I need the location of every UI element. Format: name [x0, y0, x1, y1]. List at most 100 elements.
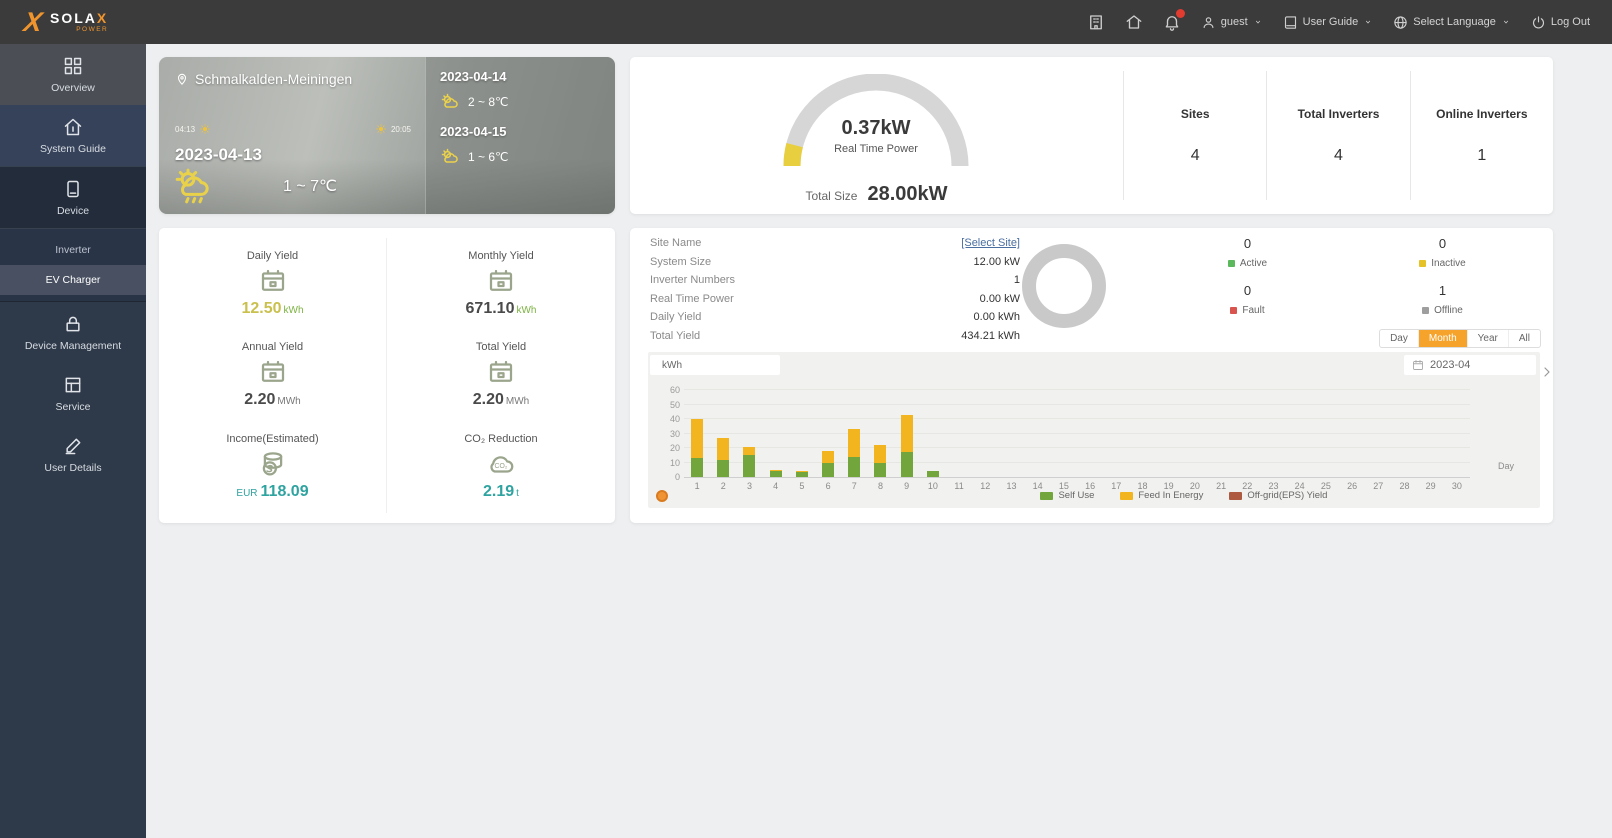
- carousel-next-icon[interactable]: [1539, 364, 1555, 388]
- legend-label: Off-grid(EPS) Yield: [1247, 490, 1328, 501]
- calendar-yield-icon: [256, 266, 290, 296]
- sidebar-item-system-guide[interactable]: System Guide: [0, 105, 146, 166]
- gridline: [684, 432, 1470, 434]
- y-axis-tick: 40: [669, 414, 680, 425]
- bar-segment-self-use: [848, 456, 861, 477]
- range-tab-year[interactable]: Year: [1466, 330, 1508, 347]
- x-axis-tick: 14: [1032, 481, 1043, 491]
- x-axis-tick: 23: [1268, 481, 1279, 491]
- yield-label: Annual Yield: [241, 341, 304, 354]
- gridline: [684, 418, 1470, 419]
- x-axis-tick: 10: [927, 481, 938, 491]
- user-details-icon: [63, 436, 83, 456]
- yield-value: 2.20 MWh: [244, 391, 300, 409]
- topbar-menu-user-guide[interactable]: User Guide: [1283, 15, 1374, 30]
- bar-slot-day-2: 2: [710, 390, 736, 491]
- x-axis-tick: 3: [746, 481, 752, 491]
- site-row-label: Site Name: [650, 237, 702, 250]
- chart-date-picker[interactable]: 2023-04: [1404, 355, 1536, 375]
- chart-date-value: 2023-04: [1430, 359, 1471, 371]
- sunrise-sunset-row: 04:13 20:05: [175, 123, 411, 135]
- stacked-bar: [1032, 390, 1044, 477]
- building-button[interactable]: [1087, 13, 1105, 31]
- topbar-menu-label: Select Language: [1413, 16, 1496, 28]
- gauge-arc: [783, 74, 969, 167]
- bar-segment-feed-in-energy: [848, 429, 861, 457]
- x-axis-tick: 21: [1216, 481, 1227, 491]
- range-tab-day[interactable]: Day: [1390, 333, 1408, 344]
- stat-value: 4: [1190, 146, 1200, 164]
- bar-slot-day-20: 20: [1182, 390, 1208, 491]
- bar-segment-feed-in-energy: [717, 437, 730, 460]
- topbar-menu-log-out[interactable]: Log Out: [1531, 15, 1590, 30]
- legend-self-use[interactable]: Self Use: [1040, 490, 1094, 501]
- chart-scroll-handle[interactable]: [656, 490, 668, 502]
- yield-value: 12.50 kWh: [241, 300, 303, 318]
- yield-unit: MWh: [505, 396, 530, 408]
- stat-label: Sites: [1180, 106, 1210, 121]
- sidebar-item-device-management[interactable]: Device Management: [0, 302, 146, 363]
- calendar-icon: [1412, 359, 1424, 371]
- chevron-down-icon: [1253, 17, 1263, 27]
- yield-cell-income-estimated: Income(Estimated) EUR 118.09: [159, 421, 387, 513]
- sidebar-item-inverter[interactable]: Inverter: [0, 235, 146, 265]
- home-button[interactable]: [1125, 13, 1143, 31]
- total-size-label: Total Size: [805, 189, 858, 203]
- forecast-temp: 1 ~ 6℃: [468, 150, 509, 164]
- overview-icon: [63, 56, 83, 76]
- status-dot-icon: [1230, 307, 1238, 314]
- calendar-yield-icon: [484, 357, 518, 387]
- notifications-button[interactable]: [1163, 9, 1185, 31]
- x-axis-tick: 20: [1189, 481, 1200, 491]
- forecast-item: 2023-04-15 1 ~ 6℃: [440, 124, 601, 167]
- topbar-menu-guest[interactable]: guest: [1201, 15, 1263, 30]
- sidebar-item-service[interactable]: Service: [0, 363, 146, 424]
- stacked-bar: [1058, 390, 1070, 477]
- site-row-value: 0.00 kWh: [973, 311, 1020, 324]
- yield-label: CO₂ Reduction: [464, 433, 538, 446]
- sidebar-item-user-details[interactable]: User Details: [0, 424, 146, 485]
- x-axis-tick: 9: [904, 481, 910, 491]
- yield-value: 671.10 kWh: [466, 300, 537, 318]
- status-label: Active: [1239, 258, 1268, 269]
- site-row-value: 12.00 kW: [973, 255, 1020, 268]
- x-axis-tick: 5: [799, 481, 805, 491]
- topbar-menu-label: User Guide: [1302, 16, 1359, 28]
- stat-total-inverters: Total Inverters 4: [1266, 71, 1409, 200]
- inverter-status-grid: 0 Active 0 Inactive 0 Fault 1 Offline: [1150, 236, 1540, 316]
- calendar-yield-icon: [484, 266, 518, 296]
- site-row-label: System Size: [650, 255, 712, 268]
- yield-cell-monthly-yield: Monthly Yield 671.10 kWh: [387, 238, 615, 330]
- sidebar-item-device[interactable]: Device: [0, 166, 146, 229]
- legend-feed-in-energy[interactable]: Feed In Energy: [1120, 490, 1203, 501]
- range-tab-month[interactable]: Month: [1417, 330, 1467, 347]
- x-axis-tick: 17: [1111, 481, 1122, 491]
- sidebar-item-overview[interactable]: Overview: [0, 44, 146, 105]
- bar-slot-day-17: 17: [1103, 390, 1129, 491]
- yield-cell-daily-yield: Daily Yield 12.50 kWh: [159, 238, 387, 330]
- chart-unit-tab[interactable]: kWh: [650, 355, 780, 375]
- bar-segment-feed-in-energy: [795, 470, 808, 472]
- bar-segment-self-use: [717, 459, 730, 477]
- stacked-bar: [848, 390, 861, 477]
- range-tab-all[interactable]: All: [1507, 330, 1540, 347]
- legend-off-grid-eps-yield[interactable]: Off-grid(EPS) Yield: [1229, 490, 1327, 501]
- bar-segment-self-use: [743, 455, 756, 477]
- x-axis-tick: 29: [1425, 481, 1436, 491]
- select-site-link[interactable]: [Select Site]: [961, 237, 1020, 250]
- chart-legend: Self Use Feed In Energy Off-grid(EPS) Yiel…: [1040, 490, 1327, 501]
- y-axis-tick: 50: [669, 399, 680, 410]
- sunrise-time: 04:13: [175, 124, 196, 134]
- stat-sites: Sites 4: [1123, 71, 1266, 200]
- site-row-system-size: System Size 12.00 kW: [650, 253, 1020, 272]
- x-axis-tick: 27: [1373, 481, 1384, 491]
- bar-slot-day-6: 6: [815, 390, 841, 491]
- bar-slot-day-30: 30: [1444, 390, 1470, 491]
- topbar-menu-select-language[interactable]: Select Language: [1393, 15, 1511, 30]
- sidebar-item-ev-charger[interactable]: EV Charger: [0, 265, 146, 295]
- bar-slot-day-7: 7: [841, 390, 867, 491]
- sidebar-nav: Overview System Guide Device Inverter EV Cha…: [0, 44, 146, 838]
- sun-cloud-rain-icon: [173, 166, 213, 206]
- bar-slot-day-1: 1: [684, 390, 710, 491]
- x-axis-tick: 22: [1242, 481, 1253, 491]
